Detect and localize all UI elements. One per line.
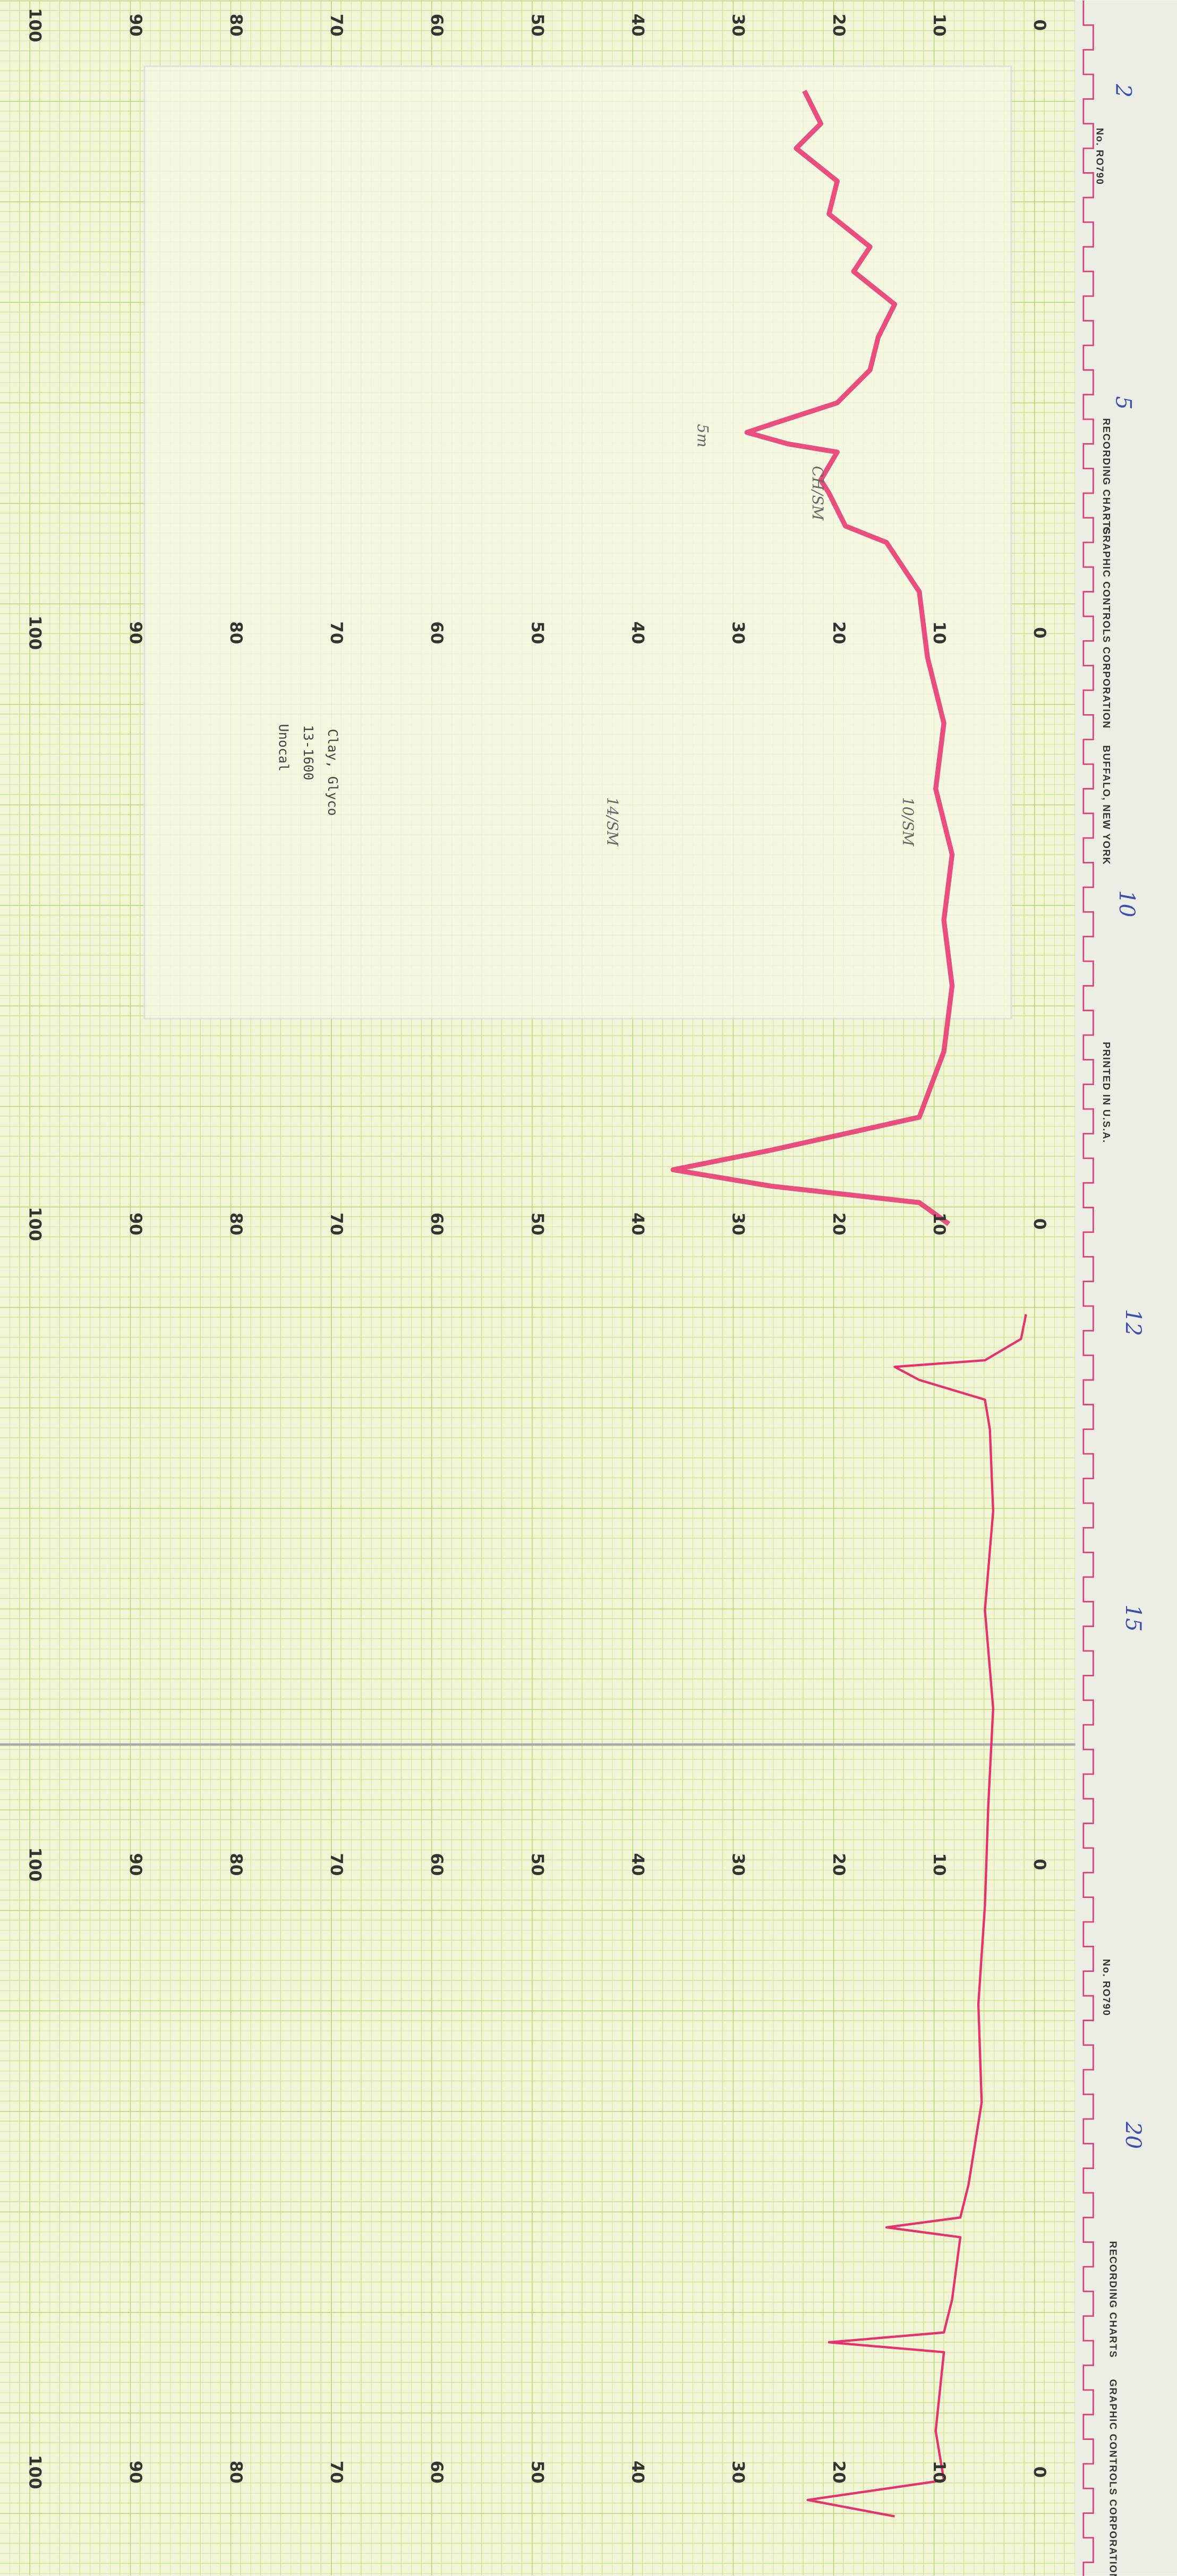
brand: RECORDING CHARTS xyxy=(1101,418,1112,535)
annotation: CH/SM xyxy=(809,466,826,521)
scale-label: 70 xyxy=(327,621,346,644)
run-mark: 5 xyxy=(1111,396,1136,410)
scale-label: 50 xyxy=(527,1853,547,1876)
scale-label: 100 xyxy=(25,1207,45,1241)
scale-label: 0 xyxy=(1030,2467,1049,2478)
brand: RECORDING CHARTS xyxy=(1107,2241,1119,2358)
margin xyxy=(1075,0,1177,2576)
scale-label: 0 xyxy=(1030,1218,1049,1230)
time-marks xyxy=(1082,0,1094,2576)
scale-label: 90 xyxy=(126,14,145,37)
sample-note: Unocal xyxy=(276,724,291,772)
scale-label: 40 xyxy=(628,14,647,37)
scale-label: 10 xyxy=(929,621,949,644)
scale-label: 90 xyxy=(126,1213,145,1235)
scale-label: 30 xyxy=(729,621,748,644)
scale-label: 60 xyxy=(427,1853,446,1876)
company: GRAPHIC CONTROLS CORPORATION xyxy=(1101,527,1112,729)
run-mark: 10 xyxy=(1114,890,1139,917)
annotation: 10/SM xyxy=(899,797,917,847)
scale-label: 100 xyxy=(25,2455,45,2489)
chart-number: No. RO790 xyxy=(1101,1959,1112,2016)
scale-label: 30 xyxy=(729,1853,748,1876)
scale-label: 0 xyxy=(1030,627,1049,639)
overlay-sheet xyxy=(143,65,1012,1020)
annotation: 14/SM xyxy=(604,797,621,847)
scale-label: 50 xyxy=(527,1213,547,1235)
scale-label: 70 xyxy=(327,1853,346,1876)
trace xyxy=(670,89,955,1226)
scale-label: 100 xyxy=(25,616,45,650)
scale-label: 90 xyxy=(126,1853,145,1876)
scale-label: 40 xyxy=(628,2461,647,2484)
scale-label: 20 xyxy=(829,1853,848,1876)
scale-label: 10 xyxy=(929,14,949,37)
chart-number: No. RO790 xyxy=(1095,128,1106,185)
scale-label: 60 xyxy=(427,1213,446,1235)
run-mark: 12 xyxy=(1121,1309,1145,1336)
sample-note: 13-1600 xyxy=(301,725,316,780)
scale-label: 70 xyxy=(327,2461,346,2484)
trace xyxy=(806,1314,1027,2518)
scale-label: 90 xyxy=(126,621,145,644)
scale-label: 60 xyxy=(427,2461,446,2484)
run-mark: 20 xyxy=(1121,2121,1145,2149)
scale-label: 60 xyxy=(427,14,446,37)
scale-label: 70 xyxy=(327,1213,346,1235)
scale-label: 20 xyxy=(829,14,848,37)
scale-label: 30 xyxy=(729,14,748,37)
annotation: 5m xyxy=(694,424,712,447)
scale-label: 10 xyxy=(929,2461,949,2484)
scale-label: 80 xyxy=(226,14,245,37)
scale-label: 70 xyxy=(327,14,346,37)
scale-label: 30 xyxy=(729,2461,748,2484)
scale-label: 20 xyxy=(829,621,848,644)
scale-label: 100 xyxy=(25,1848,45,1882)
scale-label: 50 xyxy=(527,14,547,37)
scale-label: 80 xyxy=(226,621,245,644)
company: GRAPHIC CONTROLS CORPORATION xyxy=(1107,2379,1119,2576)
city: BUFFALO, NEW YORK xyxy=(1101,745,1112,866)
scale-label: 50 xyxy=(527,621,547,644)
scale-label: 90 xyxy=(126,2461,145,2484)
printed: PRINTED IN U.S.A. xyxy=(1101,1042,1112,1143)
scale-label: 40 xyxy=(628,621,647,644)
scale-label: 80 xyxy=(226,2461,245,2484)
scale-label: 0 xyxy=(1030,20,1049,31)
sample-note: Clay, Glyco xyxy=(325,729,340,816)
scale-label: 10 xyxy=(929,1853,949,1876)
scale-label: 40 xyxy=(628,1853,647,1876)
scale-label: 100 xyxy=(25,8,45,42)
run-mark: 2 xyxy=(1111,83,1136,98)
scale-label: 30 xyxy=(729,1213,748,1235)
scale-label: 80 xyxy=(226,1853,245,1876)
scale-label: 40 xyxy=(628,1213,647,1235)
scale-label: 20 xyxy=(829,2461,848,2484)
scale-label: 10 xyxy=(929,1213,949,1235)
scale-label: 50 xyxy=(527,2461,547,2484)
run-mark: 15 xyxy=(1121,1605,1145,1632)
scale-label: 60 xyxy=(427,621,446,644)
scale-label: 20 xyxy=(829,1213,848,1235)
scale-label: 0 xyxy=(1030,1859,1049,1870)
scale-label: 80 xyxy=(226,1213,245,1235)
